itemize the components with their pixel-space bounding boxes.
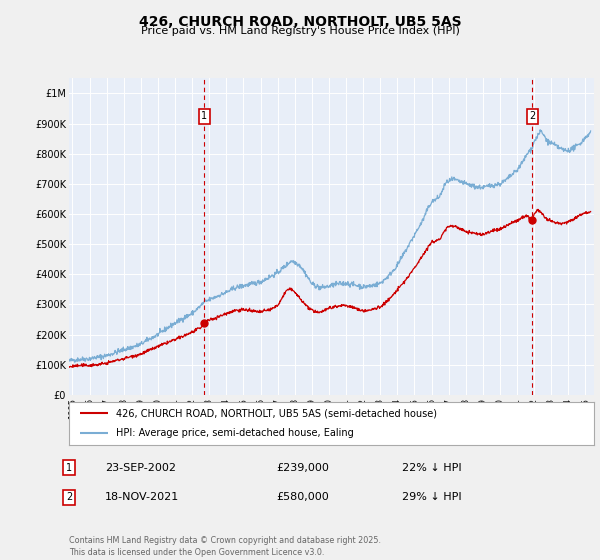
Text: 2: 2	[66, 492, 72, 502]
Text: 18-NOV-2021: 18-NOV-2021	[105, 492, 179, 502]
Text: 426, CHURCH ROAD, NORTHOLT, UB5 5AS (semi-detached house): 426, CHURCH ROAD, NORTHOLT, UB5 5AS (sem…	[116, 408, 437, 418]
Text: Contains HM Land Registry data © Crown copyright and database right 2025.
This d: Contains HM Land Registry data © Crown c…	[69, 536, 381, 557]
Text: HPI: Average price, semi-detached house, Ealing: HPI: Average price, semi-detached house,…	[116, 428, 354, 438]
Text: 1: 1	[202, 111, 208, 122]
Text: 23-SEP-2002: 23-SEP-2002	[105, 463, 176, 473]
Text: £580,000: £580,000	[276, 492, 329, 502]
Text: 426, CHURCH ROAD, NORTHOLT, UB5 5AS: 426, CHURCH ROAD, NORTHOLT, UB5 5AS	[139, 15, 461, 29]
Text: £239,000: £239,000	[276, 463, 329, 473]
Text: 29% ↓ HPI: 29% ↓ HPI	[402, 492, 461, 502]
Text: 22% ↓ HPI: 22% ↓ HPI	[402, 463, 461, 473]
Text: 1: 1	[66, 463, 72, 473]
Text: 2: 2	[529, 111, 535, 122]
Text: Price paid vs. HM Land Registry's House Price Index (HPI): Price paid vs. HM Land Registry's House …	[140, 26, 460, 36]
